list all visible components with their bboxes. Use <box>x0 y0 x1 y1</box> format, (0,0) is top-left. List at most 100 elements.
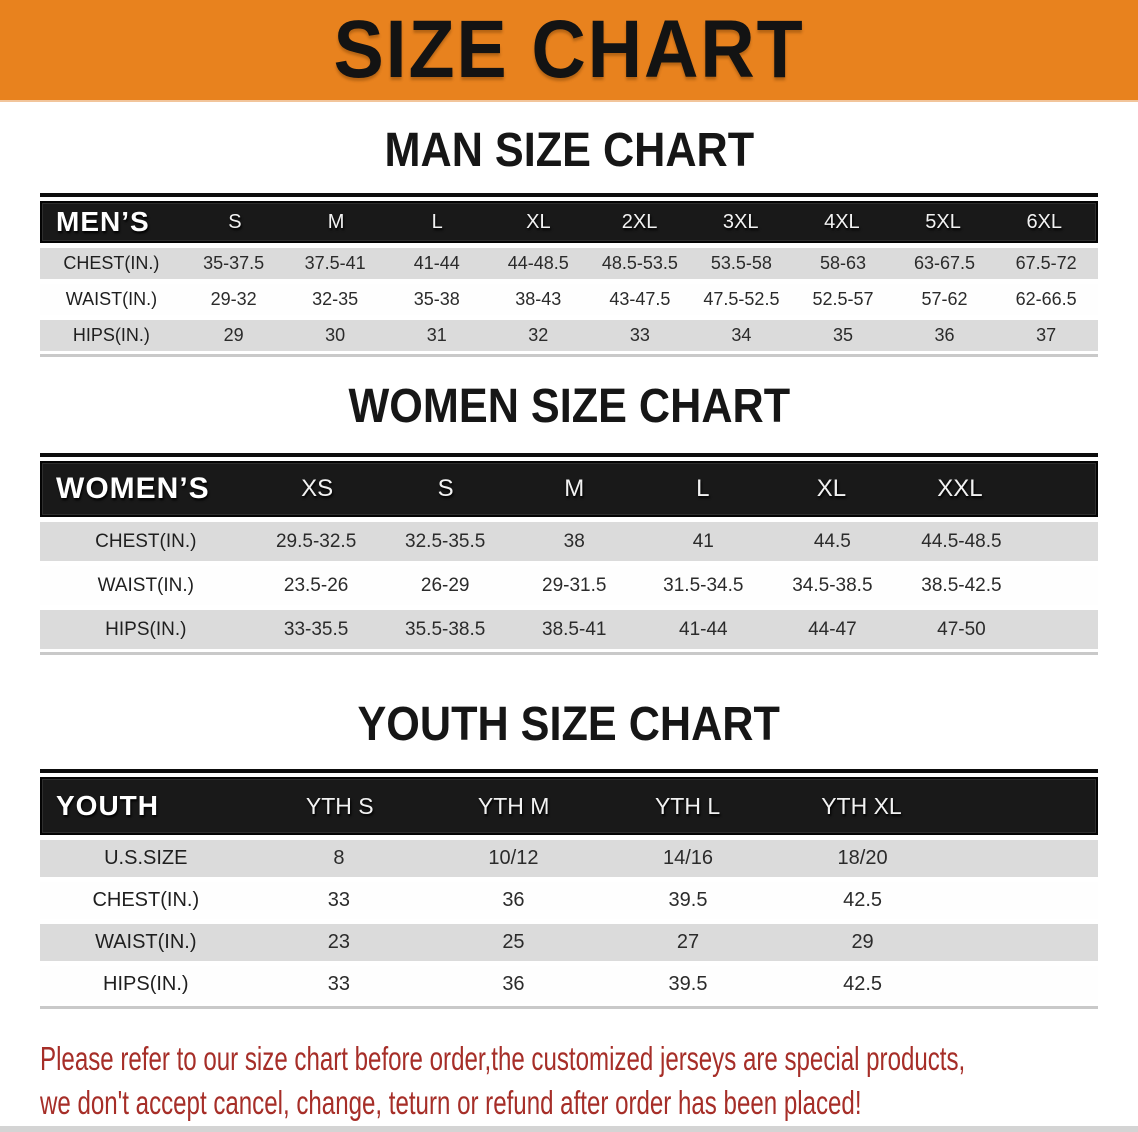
mens-cell-1-7: 57-62 <box>921 289 968 309</box>
mens-row-1: WAIST(IN.) 29-32 32-35 35-38 38-43 43-47.5 47.… <box>40 284 1098 315</box>
mens-cell-1-0: 29-32 <box>210 289 257 309</box>
youth-cell-2-2: 27 <box>676 931 700 953</box>
womens-row-label-1: WAIST(IN.) <box>97 574 194 596</box>
mens-cell-0-8: 67.5-72 <box>1015 253 1077 273</box>
order-policy-note: Please refer to our size chart before or… <box>40 1037 1138 1125</box>
mens-cell-1-4: 43-47.5 <box>609 289 671 309</box>
youth-table-bottom-rule <box>40 1006 1098 1009</box>
mens-table-header-bar: MEN’S S M L XL 2XL 3XL 4XL 5XL 6XL <box>40 201 1098 243</box>
mens-row-2: HIPS(IN.) 29 30 31 32 33 34 35 36 37 <box>40 320 1098 351</box>
bottom-edge-strip <box>0 1126 1138 1132</box>
mens-column-header-1: M <box>327 210 345 233</box>
mens-row-0: CHEST(IN.) 35-37.5 37.5-41 41-44 44-48.5 48.5… <box>40 248 1098 279</box>
mens-cell-0-0: 35-37.5 <box>203 253 265 273</box>
youth-cell-2-3: 29 <box>851 931 874 953</box>
womens-cell-1-1: 26-29 <box>420 574 470 596</box>
womens-size-table: WOMEN’S XS S M L XL XXL CHEST(IN.) 29.5-32.5 32.5… <box>40 453 1098 655</box>
womens-row-0: CHEST(IN.) 29.5-32.5 32.5-35.5 38 41 44.5 44.5… <box>40 522 1098 561</box>
mens-column-header-8: 6XL <box>1026 210 1063 233</box>
mens-cell-1-8: 62-66.5 <box>1015 289 1077 309</box>
womens-column-header-1: S <box>437 475 454 502</box>
mens-cell-2-6: 35 <box>832 325 853 345</box>
youth-size-chart-heading-text: YOUTH SIZE CHART <box>357 698 781 751</box>
youth-column-header-0: YTH S <box>305 792 374 819</box>
youth-row-label-1: CHEST(IN.) <box>92 889 200 911</box>
womens-cell-0-3: 41 <box>692 530 714 552</box>
youth-cell-3-0: 33 <box>327 973 350 995</box>
mens-cell-0-5: 53.5-58 <box>710 253 772 273</box>
youth-column-header-3: YTH XL <box>821 792 902 819</box>
mens-cell-0-3: 44-48.5 <box>507 253 569 273</box>
youth-column-header-1: YTH M <box>477 792 550 819</box>
womens-row-1: WAIST(IN.) 23.5-26 26-29 29-31.5 31.5-34.5 34… <box>40 566 1098 605</box>
order-policy-line-1: Please refer to our size chart before or… <box>40 1040 966 1077</box>
mens-cell-0-2: 41-44 <box>413 253 460 273</box>
mens-corner-label: MEN’S <box>56 206 150 237</box>
youth-cell-3-3: 42.5 <box>843 973 883 995</box>
youth-cell-0-0: 8 <box>333 847 345 869</box>
youth-row-0: U.S.SIZE 8 10/12 14/16 18/20 <box>40 840 1098 877</box>
mens-cell-2-7: 36 <box>934 325 955 345</box>
youth-cell-0-3: 18/20 <box>837 847 888 869</box>
youth-cell-1-1: 36 <box>502 889 525 911</box>
womens-column-header-2: M <box>564 475 585 502</box>
mens-column-header-4: 2XL <box>621 210 658 233</box>
youth-cell-2-0: 23 <box>327 931 350 953</box>
mens-cell-1-1: 32-35 <box>312 289 359 309</box>
mens-column-header-3: XL <box>526 210 551 233</box>
womens-cell-2-0: 33-35.5 <box>283 618 349 640</box>
womens-column-header-4: XL <box>816 475 847 502</box>
youth-table-header-bar: YOUTH YTH S YTH M YTH L YTH XL <box>40 777 1098 835</box>
mens-cell-0-6: 58-63 <box>819 253 866 273</box>
womens-cell-0-1: 32.5-35.5 <box>405 530 486 552</box>
womens-table-bottom-rule <box>40 652 1098 655</box>
womens-cell-1-3: 31.5-34.5 <box>663 574 744 596</box>
womens-cell-2-1: 35.5-38.5 <box>405 618 486 640</box>
mens-cell-1-2: 35-38 <box>413 289 460 309</box>
youth-cell-3-2: 39.5 <box>668 973 708 995</box>
mens-column-header-0: S <box>228 210 242 233</box>
women-size-chart-heading-text: WOMEN SIZE CHART <box>348 380 790 433</box>
mens-row-label-2: HIPS(IN.) <box>72 325 150 345</box>
mens-row-label-1: WAIST(IN.) <box>65 289 158 309</box>
youth-cell-0-1: 10/12 <box>488 847 539 869</box>
womens-column-header-0: XS <box>301 475 334 502</box>
mens-cell-0-4: 48.5-53.5 <box>601 253 678 273</box>
mens-column-header-6: 4XL <box>824 210 860 233</box>
mens-cell-2-2: 31 <box>426 325 447 345</box>
man-size-chart-heading: MAN SIZE CHART <box>0 127 1138 175</box>
order-policy-line-2: we don't accept cancel, change, teturn o… <box>40 1084 862 1121</box>
youth-cell-2-1: 25 <box>502 931 525 953</box>
mens-table-bottom-rule <box>40 354 1098 357</box>
mens-cell-0-7: 63-67.5 <box>914 253 976 273</box>
mens-size-table: MEN’S S M L XL 2XL 3XL 4XL 5XL 6XL CHEST(IN.) 35-37… <box>40 193 1098 357</box>
youth-size-table: YOUTH YTH S YTH M YTH L YTH XL U.S.SIZE 8 10/12… <box>40 769 1098 1009</box>
mens-table-top-rule <box>40 193 1098 197</box>
youth-size-chart-heading: YOUTH SIZE CHART <box>0 701 1138 749</box>
youth-row-1: CHEST(IN.) 33 36 39.5 42.5 <box>40 882 1098 919</box>
mens-cell-2-4: 33 <box>629 325 650 345</box>
womens-cell-2-5: 47-50 <box>937 618 986 640</box>
womens-cell-1-5: 38.5-42.5 <box>921 574 1002 596</box>
youth-cell-1-2: 39.5 <box>668 889 708 911</box>
mens-column-header-7: 5XL <box>925 210 961 233</box>
mens-cell-1-3: 38-43 <box>515 289 562 309</box>
youth-table-top-rule <box>40 769 1098 773</box>
womens-table-header-bar: WOMEN’S XS S M L XL XXL <box>40 461 1098 517</box>
youth-cell-1-0: 33 <box>327 889 350 911</box>
youth-row-label-2: WAIST(IN.) <box>95 931 197 953</box>
youth-row-label-0: U.S.SIZE <box>104 847 188 869</box>
womens-row-label-0: CHEST(IN.) <box>95 530 197 552</box>
mens-cell-2-5: 34 <box>731 325 752 345</box>
mens-cell-2-1: 30 <box>325 325 346 345</box>
mens-column-header-5: 3XL <box>722 210 759 233</box>
youth-row-2: WAIST(IN.) 23 25 27 29 <box>40 924 1098 961</box>
banner-title: SIZE CHART <box>333 4 805 95</box>
womens-cell-0-5: 44.5-48.5 <box>921 530 1002 552</box>
womens-cell-1-4: 34.5-38.5 <box>792 574 873 596</box>
womens-cell-2-3: 41-44 <box>679 618 728 640</box>
womens-cell-2-2: 38.5-41 <box>542 618 607 640</box>
size-chart-banner: SIZE CHART <box>0 0 1138 102</box>
youth-cell-0-2: 14/16 <box>662 847 714 869</box>
youth-column-header-2: YTH L <box>654 792 721 819</box>
